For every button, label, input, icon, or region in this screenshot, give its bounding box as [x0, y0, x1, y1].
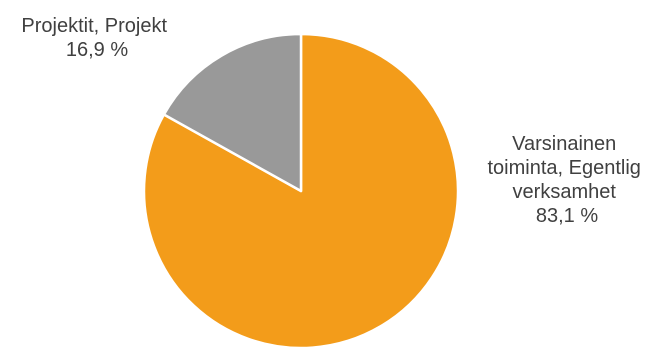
slice-label-line-1: Varsinainen — [512, 133, 616, 155]
slice-label-line-2: toiminta, Egentlig — [488, 157, 641, 179]
slice-value-label: 16,9 % — [66, 39, 128, 61]
slice-label-line-3: verksamhet — [513, 181, 617, 203]
slice-label-varsinainen: Varsinainen toiminta, Egentlig verksamhe… — [488, 133, 647, 227]
pie-slices — [144, 34, 458, 347]
slice-label-projektit: Projektit, Projekt 16,9 % — [21, 15, 172, 61]
slice-value-label: 83,1 % — [536, 205, 598, 227]
slice-label-line-1: Projektit, Projekt — [21, 15, 167, 37]
